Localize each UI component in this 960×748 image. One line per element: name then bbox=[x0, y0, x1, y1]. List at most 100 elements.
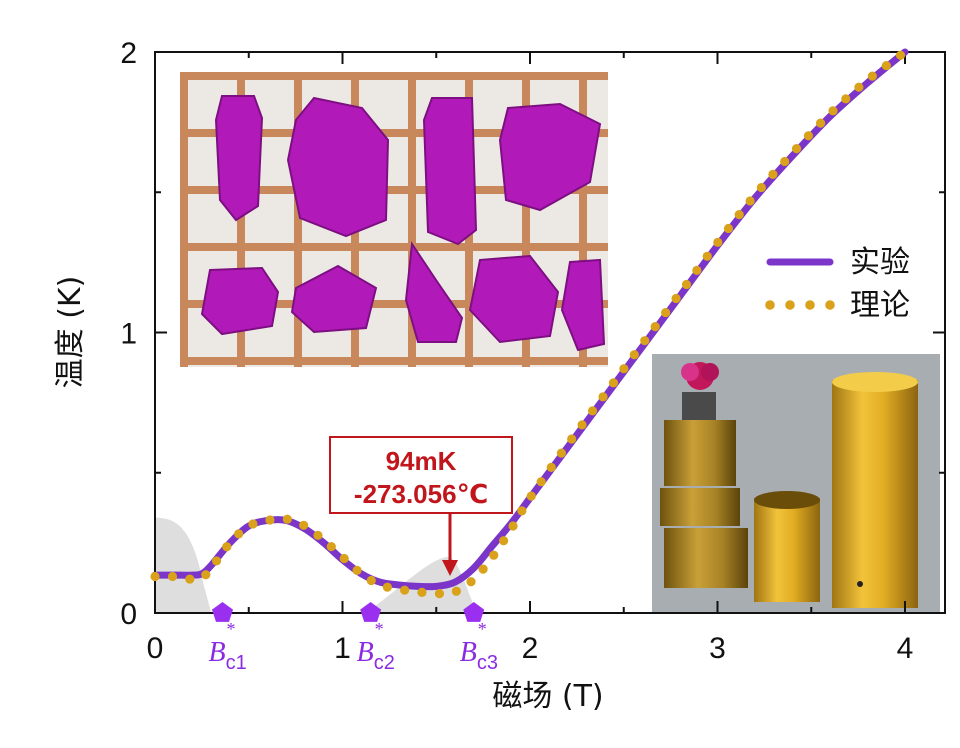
theory-point-59 bbox=[881, 60, 891, 71]
critical-field-subscript-2: c2 bbox=[374, 652, 395, 674]
theory-point-28 bbox=[536, 477, 546, 487]
theory-point-1 bbox=[167, 571, 178, 582]
legend-theory-dot-1 bbox=[785, 300, 795, 310]
theory-point-56 bbox=[841, 94, 851, 104]
theory-point-50 bbox=[768, 169, 778, 180]
theory-point-15 bbox=[366, 575, 376, 586]
theory-point-20 bbox=[451, 586, 461, 596]
critical-field-label-1: Bc1 bbox=[209, 637, 247, 674]
theory-point-8 bbox=[265, 515, 275, 525]
theory-point-12 bbox=[326, 542, 336, 552]
apparatus-photo-inset bbox=[652, 354, 940, 612]
theory-point-21 bbox=[466, 577, 476, 587]
theory-point-51 bbox=[780, 156, 790, 167]
legend-label-theory: 理论 bbox=[850, 288, 910, 323]
x-tick-label-0: 0 bbox=[147, 632, 164, 665]
theory-point-3 bbox=[201, 570, 211, 580]
theory-point-52 bbox=[791, 143, 802, 154]
theory-point-35 bbox=[608, 378, 619, 388]
theory-point-7 bbox=[248, 519, 258, 529]
theory-point-33 bbox=[587, 406, 598, 416]
legend-theory-dot-2 bbox=[805, 300, 815, 310]
critical-field-label-3: Bc3 bbox=[460, 637, 498, 674]
theory-point-17 bbox=[400, 585, 410, 595]
theory-point-55 bbox=[828, 106, 838, 116]
x-axis-title: 磁场 (T) bbox=[492, 679, 603, 714]
legend: 实验 理论 bbox=[765, 245, 910, 323]
theory-point-23 bbox=[489, 550, 499, 560]
theory-point-57 bbox=[854, 82, 864, 92]
theory-point-38 bbox=[640, 336, 650, 346]
theory-point-30 bbox=[556, 448, 567, 458]
y-tick-label-0: 0 bbox=[120, 598, 137, 631]
critical-field-superscript-2: * bbox=[375, 619, 384, 639]
theory-point-41 bbox=[671, 293, 681, 304]
theory-point-32 bbox=[577, 420, 587, 430]
minimum-annotation: 94mK -273.056℃ bbox=[329, 436, 513, 576]
critical-field-superscript-3: * bbox=[478, 619, 487, 639]
y-tick-label-2: 2 bbox=[120, 37, 137, 70]
theory-point-2 bbox=[185, 574, 195, 584]
critical-field-marker-2 bbox=[360, 602, 382, 622]
x-tick-label-3: 3 bbox=[709, 632, 726, 665]
theory-point-18 bbox=[417, 587, 427, 597]
theory-point-58 bbox=[867, 71, 877, 81]
theory-point-47 bbox=[734, 210, 744, 220]
theory-point-9 bbox=[282, 514, 292, 524]
y-tick-label-1: 1 bbox=[120, 318, 137, 351]
theory-point-26 bbox=[517, 506, 527, 516]
theory-point-11 bbox=[313, 530, 323, 540]
theory-point-27 bbox=[526, 491, 536, 501]
theory-point-0 bbox=[150, 571, 160, 582]
legend-theory-dot-3 bbox=[825, 300, 835, 310]
theory-point-49 bbox=[756, 182, 766, 193]
theory-point-44 bbox=[702, 251, 712, 261]
annotation-line-1: 94mK bbox=[386, 446, 457, 476]
theory-point-54 bbox=[815, 118, 826, 128]
theory-point-19 bbox=[434, 589, 445, 599]
theory-point-46 bbox=[723, 223, 734, 234]
critical-field-markers: Bc1*Bc2*Bc3* bbox=[209, 602, 498, 674]
x-tick-label-2: 2 bbox=[522, 632, 539, 665]
critical-field-subscript-3: c3 bbox=[477, 652, 498, 674]
theory-point-14 bbox=[352, 565, 362, 575]
theory-point-39 bbox=[650, 322, 660, 332]
theory-point-53 bbox=[803, 131, 814, 141]
theory-point-22 bbox=[478, 564, 488, 574]
theory-point-10 bbox=[299, 520, 309, 530]
theory-point-13 bbox=[339, 553, 349, 564]
theory-point-5 bbox=[222, 542, 232, 552]
x-tick-label-4: 4 bbox=[897, 632, 914, 665]
theory-point-4 bbox=[211, 556, 222, 566]
legend-label-experiment: 实验 bbox=[850, 245, 910, 280]
annotation-line-2: -273.056℃ bbox=[354, 479, 488, 509]
theory-point-45 bbox=[713, 237, 723, 247]
crystal-photo-inset bbox=[180, 72, 608, 367]
legend-swatch-theory bbox=[765, 300, 835, 310]
theory-point-31 bbox=[567, 434, 577, 444]
theory-point-42 bbox=[681, 279, 692, 290]
theory-point-24 bbox=[499, 536, 509, 546]
critical-field-marker-3 bbox=[463, 602, 485, 622]
critical-field-marker-1 bbox=[212, 602, 233, 622]
x-tick-labels: 0 1 2 3 4 bbox=[147, 632, 914, 665]
annotation-box bbox=[329, 436, 513, 514]
y-axis-title: 温度 (K) bbox=[53, 276, 88, 389]
theory-point-29 bbox=[546, 462, 556, 472]
theory-point-36 bbox=[619, 364, 629, 374]
theory-point-48 bbox=[745, 196, 755, 206]
theory-point-6 bbox=[234, 529, 244, 539]
theory-point-16 bbox=[382, 582, 392, 592]
theory-point-34 bbox=[598, 392, 608, 402]
shade-region-left bbox=[155, 517, 212, 613]
critical-field-label-2: Bc2 bbox=[357, 637, 395, 674]
x-tick-label-1: 1 bbox=[334, 632, 351, 665]
series-line-experiment bbox=[151, 48, 909, 591]
critical-field-superscript-1: * bbox=[227, 619, 236, 639]
series-points-theory bbox=[150, 50, 906, 599]
critical-field-subscript-1: c1 bbox=[226, 652, 247, 674]
theory-point-40 bbox=[661, 307, 671, 318]
legend-theory-dot-0 bbox=[765, 300, 775, 310]
theory-point-60 bbox=[895, 50, 906, 60]
